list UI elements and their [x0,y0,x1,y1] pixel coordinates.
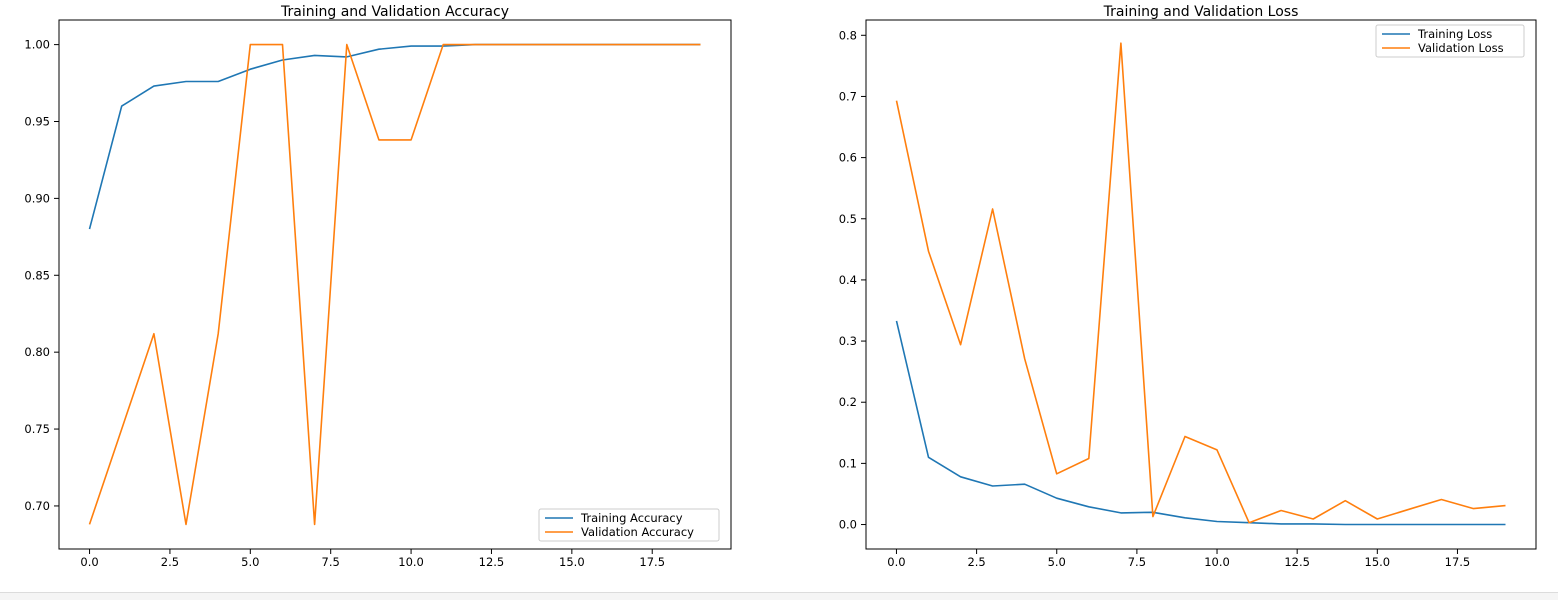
y-tick-label: 0.85 [24,268,50,282]
y-tick-label: 0.70 [24,499,50,513]
legend-label: Training Accuracy [580,511,683,525]
training-accuracy-line [88,43,701,230]
y-tick-label: 0.2 [839,395,857,409]
x-tick-label: 15.0 [559,555,585,569]
x-tick-label: 10.0 [1204,555,1230,569]
x-tick-label: 10.0 [398,555,424,569]
x-tick-label: 12.5 [1284,555,1310,569]
chart-2: Training and Validation Loss 0.0 2.5 5.0 7.5… [839,4,1537,569]
y-tick-label: 0.3 [839,334,857,348]
legend-label: Validation Loss [1418,41,1504,55]
training-loss-line [895,320,1506,526]
legend-label: Validation Accuracy [581,525,694,539]
x-tick-label: 2.5 [967,555,985,569]
plot-frame [58,19,732,550]
chart-1: Training and Validation Accuracy 0.0 2.5 5.… [24,4,732,569]
y-tick-label: 0.80 [24,345,50,359]
y-tick-label: 0.90 [24,191,50,205]
y-tick-label: 0.0 [839,518,857,532]
x-tick-label: 2.5 [161,555,179,569]
x-tick-label: 17.5 [1445,555,1471,569]
validation-accuracy-line [88,43,701,526]
x-tick-label: 0.0 [80,555,98,569]
y-tick-label: 0.6 [839,151,857,165]
x-tick-label: 15.0 [1365,555,1391,569]
x-tick-label: 5.0 [1048,555,1066,569]
legend-label: Training Loss [1417,27,1492,41]
x-tick-label: 0.0 [887,555,905,569]
x-tick-label: 17.5 [639,555,665,569]
y-tick-label: 0.7 [839,89,857,103]
plot-frame [865,19,1537,550]
x-tick-label: 5.0 [241,555,259,569]
validation-loss-line [895,42,1506,524]
y-tick-label: 0.95 [24,114,50,128]
y-tick-label: 0.1 [839,456,857,470]
chart-title: Training and Validation Loss [1103,4,1299,20]
y-tick-label: 0.8 [839,28,857,42]
y-tick-label: 0.5 [839,212,857,226]
chart-title: Training and Validation Accuracy [280,4,509,20]
x-tick-label: 12.5 [479,555,505,569]
x-tick-label: 7.5 [322,555,340,569]
bottom-scroll-bar [0,592,1558,600]
y-tick-label: 0.4 [839,273,857,287]
y-tick-label: 0.75 [24,422,50,436]
x-tick-label: 7.5 [1128,555,1146,569]
y-tick-label: 1.00 [24,38,50,52]
legend-box [1375,24,1525,58]
legend-box [538,508,720,542]
